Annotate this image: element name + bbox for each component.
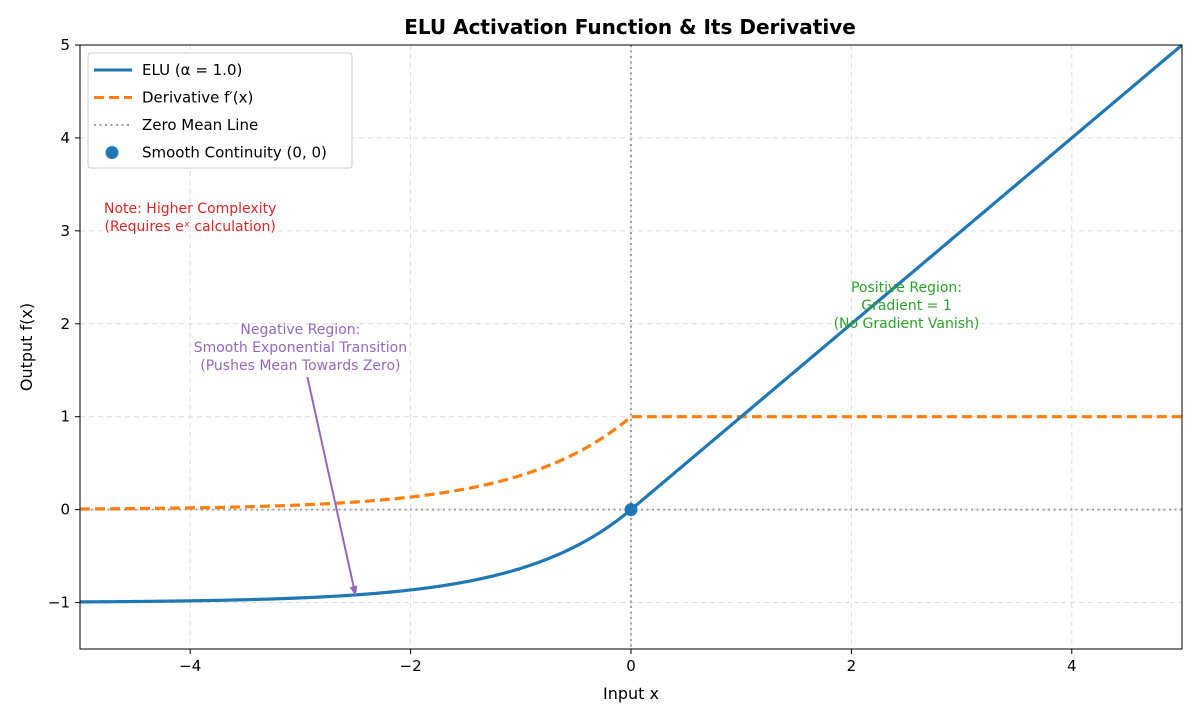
note-annotation: Note: Higher Complexity (Requires eˣ calc…: [104, 201, 276, 235]
x-axis-label: Input x: [603, 684, 659, 703]
legend[interactable]: ELU (α = 1.0) Derivative f′(x) Zero Mean L…: [87, 52, 353, 169]
positive-annotation: Positive Region: Gradient = 1 (No Gradient…: [834, 280, 980, 332]
legend-entry-label: Zero Mean Line: [142, 116, 258, 134]
note-annotation-line: Note: Higher Complexity: [104, 201, 276, 217]
y-tick-label: 5: [60, 36, 70, 54]
ticks: −4 −2 0 2 4 −1 0 1 2 3 4 5: [48, 36, 1077, 675]
x-tick-label: 0: [626, 657, 636, 675]
x-tick-label: −4: [179, 657, 201, 675]
y-tick-label: 3: [60, 222, 70, 240]
positive-annotation-line: Gradient = 1: [861, 298, 951, 314]
points-group: [624, 503, 638, 517]
negative-annotation-arrow: [306, 376, 358, 597]
legend-swatch-marker: [105, 146, 119, 159]
x-tick-label: −2: [400, 657, 422, 675]
negative-annotation-line: Smooth Exponential Transition: [194, 340, 407, 356]
y-tick-label: 1: [60, 408, 70, 426]
y-tick-label: 4: [60, 129, 70, 147]
note-annotation-line: (Requires eˣ calculation): [105, 219, 276, 235]
annotations: Note: Higher Complexity (Requires eˣ calc…: [104, 201, 980, 597]
positive-annotation-line: Positive Region:: [851, 280, 962, 296]
negative-annotation-line: (Pushes Mean Towards Zero): [200, 358, 400, 374]
y-tick-label: 2: [60, 315, 70, 333]
legend-entry-label: Smooth Continuity (0, 0): [142, 144, 327, 162]
positive-annotation-line: (No Gradient Vanish): [834, 316, 980, 332]
x-tick-label: 4: [1067, 657, 1077, 675]
y-tick-label: −1: [48, 594, 70, 612]
legend-entry-label: Derivative f′(x): [142, 89, 253, 107]
legend-entry-label: ELU (α = 1.0): [142, 61, 242, 79]
x-tick-label: 2: [847, 657, 857, 675]
continuity-point-marker: [624, 503, 638, 517]
y-tick-label: 0: [60, 501, 70, 519]
y-axis-label: Output f(x): [17, 303, 36, 391]
chart-title: ELU Activation Function & Its Derivative: [404, 15, 856, 39]
negative-annotation: Negative Region: Smooth Exponential Trans…: [194, 322, 407, 374]
derivative-curve: [80, 415, 1182, 511]
legend-box: [87, 52, 353, 169]
negative-annotation-line: Negative Region:: [240, 322, 360, 338]
